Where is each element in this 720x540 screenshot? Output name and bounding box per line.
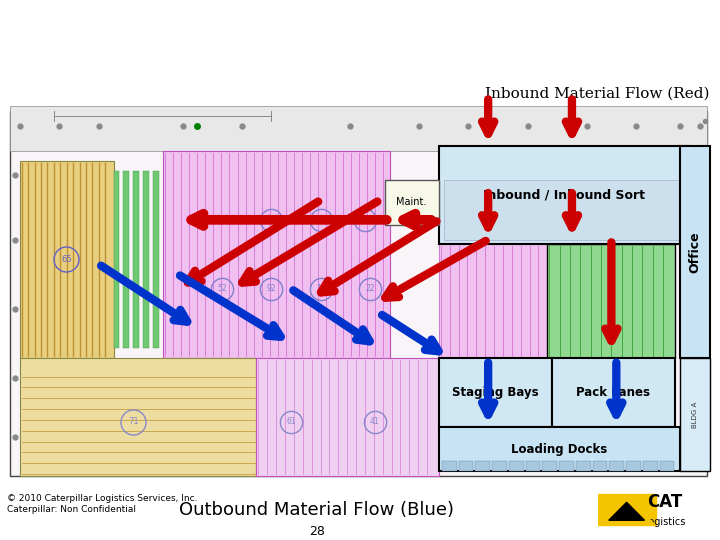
Text: Logistics: Logistics: [644, 517, 685, 526]
Bar: [559, 461, 574, 471]
Bar: [475, 461, 490, 471]
Bar: [439, 245, 547, 358]
Text: 12: 12: [316, 285, 325, 293]
Bar: [439, 358, 552, 427]
Bar: [20, 161, 114, 358]
Bar: [680, 146, 710, 358]
Bar: [542, 461, 557, 471]
Bar: [133, 171, 139, 348]
Text: 92: 92: [266, 285, 276, 293]
Text: 63: 63: [266, 215, 276, 224]
Text: Office: Office: [688, 232, 702, 273]
Bar: [20, 358, 256, 476]
Bar: [643, 461, 657, 471]
Text: Outbound Material Flow (Blue): Outbound Material Flow (Blue): [179, 501, 454, 519]
Text: 22: 22: [365, 285, 374, 293]
Bar: [547, 245, 675, 358]
Text: Pack Lanes: Pack Lanes: [576, 386, 650, 399]
Text: Inbound Material Flow (Red): Inbound Material Flow (Red): [485, 87, 710, 101]
Bar: [626, 461, 641, 471]
Polygon shape: [599, 495, 654, 525]
Text: BLDG A: BLDG A: [692, 402, 698, 428]
Bar: [660, 461, 675, 471]
Bar: [163, 151, 390, 358]
Text: 3: 3: [362, 215, 367, 224]
Bar: [439, 427, 680, 471]
Text: CAT: CAT: [647, 494, 682, 511]
Text: 71: 71: [128, 417, 138, 427]
Text: Loading Docks: Loading Docks: [511, 443, 607, 456]
Text: Facility Process Areas: Facility Process Areas: [13, 18, 389, 47]
Bar: [153, 171, 159, 348]
Bar: [598, 494, 656, 525]
Text: 65: 65: [61, 255, 71, 264]
Text: 52: 52: [217, 285, 227, 293]
Bar: [256, 358, 439, 476]
Text: Maint.: Maint.: [396, 197, 426, 207]
Bar: [492, 461, 507, 471]
Bar: [143, 171, 149, 348]
Bar: [459, 461, 473, 471]
Bar: [593, 461, 608, 471]
Bar: [609, 461, 624, 471]
Bar: [526, 461, 541, 471]
Bar: [114, 171, 120, 348]
Bar: [439, 146, 690, 245]
Text: 55: 55: [315, 215, 325, 224]
Bar: [444, 180, 685, 240]
Bar: [552, 358, 675, 427]
Bar: [442, 461, 456, 471]
Text: Staging Bays: Staging Bays: [451, 386, 539, 399]
Bar: [509, 461, 523, 471]
Bar: [576, 461, 590, 471]
Polygon shape: [609, 502, 644, 521]
Text: 61: 61: [286, 417, 296, 427]
Text: 41: 41: [370, 417, 379, 427]
Bar: [680, 358, 710, 471]
Text: Inbound / Inbound Sort: Inbound / Inbound Sort: [483, 188, 645, 201]
Bar: [10, 106, 707, 151]
Bar: [123, 171, 130, 348]
Text: © 2010 Caterpillar Logistics Services, Inc.
Caterpillar: Non Confidential: © 2010 Caterpillar Logistics Services, I…: [7, 494, 198, 514]
Bar: [384, 180, 439, 225]
Bar: [10, 111, 707, 476]
Text: 28: 28: [309, 525, 325, 538]
